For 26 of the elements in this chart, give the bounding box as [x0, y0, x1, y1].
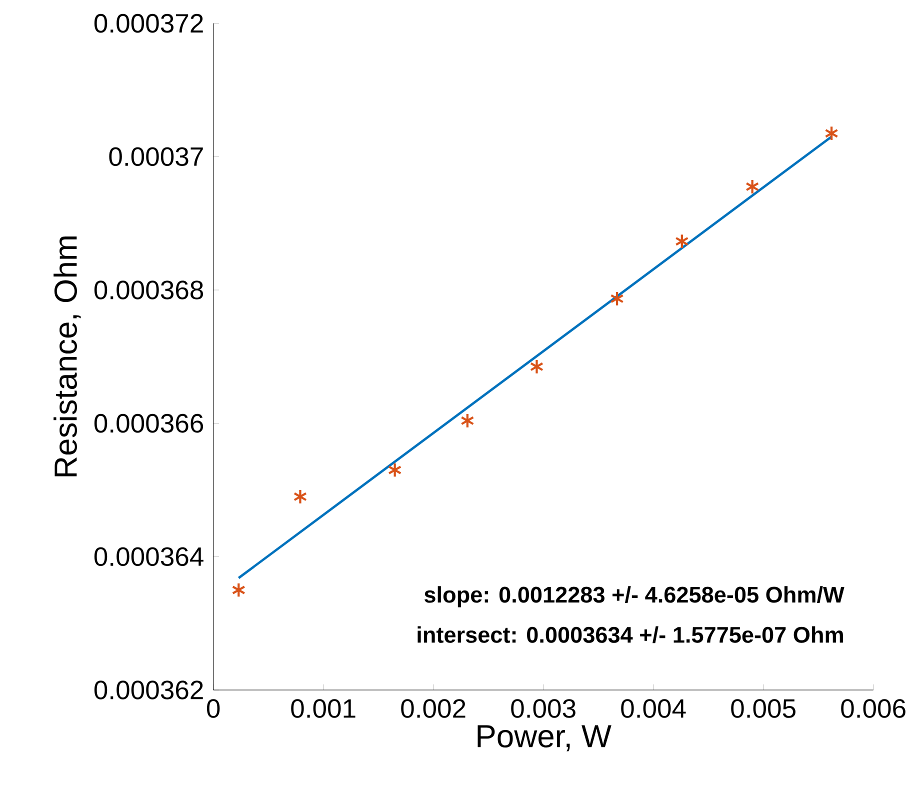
- y-axis-title: Resistance, Ohm: [54, 236, 81, 476]
- y-tick-label: 0.000362: [94, 680, 203, 700]
- y-tick-label: 0.000368: [94, 280, 204, 300]
- x-axis-title: Power, W: [478, 725, 612, 752]
- x-tick-label: 0.004: [621, 699, 686, 718]
- x-tick-label: 0.006: [841, 699, 906, 718]
- annotation: slope: 0.0012283 +/- 4.6258e-05 Ohm/W: [424, 586, 844, 608]
- x-tick-label: 0.003: [511, 699, 576, 718]
- y-tick-label: 0.000372: [94, 14, 203, 33]
- point: [530, 358, 544, 374]
- y-tick-label: 0.00037: [109, 147, 203, 166]
- y-tick-label: 0.000364: [94, 547, 204, 566]
- point: [293, 488, 308, 504]
- point: [675, 234, 689, 250]
- point: [824, 126, 838, 142]
- x-tick-label: 0.005: [731, 699, 796, 718]
- point: [745, 178, 760, 194]
- point: [460, 412, 474, 428]
- x-tick-label: 0: [206, 699, 220, 718]
- point: [232, 582, 246, 598]
- x-tick-label: 0.001: [291, 699, 356, 718]
- x-tick-label: 0.002: [401, 699, 466, 718]
- point: [610, 290, 624, 306]
- y-tick-label: 0.000366: [94, 414, 204, 433]
- annotation: intersect: 0.0003634 +/- 1.5775e-07 Ohm: [418, 626, 843, 644]
- point: [388, 462, 402, 478]
